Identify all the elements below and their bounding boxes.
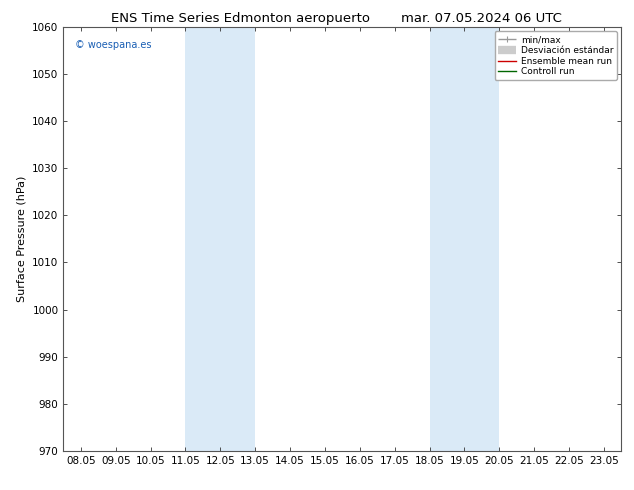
Y-axis label: Surface Pressure (hPa): Surface Pressure (hPa) xyxy=(16,176,27,302)
Text: mar. 07.05.2024 06 UTC: mar. 07.05.2024 06 UTC xyxy=(401,12,562,25)
Bar xyxy=(429,27,500,451)
Legend: min/max, Desviación estándar, Ensemble mean run, Controll run: min/max, Desviación estándar, Ensemble m… xyxy=(495,31,617,80)
Text: ENS Time Series Edmonton aeropuerto: ENS Time Series Edmonton aeropuerto xyxy=(112,12,370,25)
Bar xyxy=(185,27,255,451)
Text: © woespana.es: © woespana.es xyxy=(75,40,151,49)
